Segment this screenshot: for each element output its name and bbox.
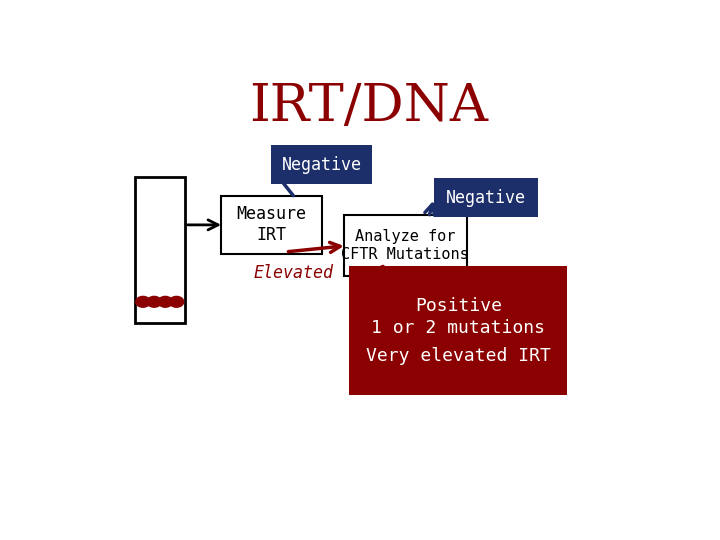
Text: Positive: Positive [415, 296, 502, 315]
Circle shape [136, 296, 150, 307]
Text: Analyze for
CFTR Mutations: Analyze for CFTR Mutations [341, 230, 469, 262]
FancyBboxPatch shape [434, 178, 538, 218]
Circle shape [158, 296, 173, 307]
FancyBboxPatch shape [221, 196, 322, 254]
Circle shape [169, 296, 184, 307]
Text: Elevated: Elevated [253, 264, 333, 282]
FancyBboxPatch shape [271, 145, 372, 184]
Text: Measure
IRT: Measure IRT [236, 206, 306, 244]
Circle shape [147, 296, 161, 307]
FancyBboxPatch shape [349, 266, 567, 395]
Text: Negative: Negative [282, 156, 361, 173]
Text: Negative: Negative [446, 189, 526, 207]
Text: 1 or 2 mutations: 1 or 2 mutations [372, 319, 545, 337]
FancyBboxPatch shape [344, 215, 467, 276]
Text: Very elevated IRT: Very elevated IRT [366, 347, 551, 365]
Text: IRT/DNA: IRT/DNA [250, 81, 488, 132]
FancyBboxPatch shape [135, 177, 185, 322]
